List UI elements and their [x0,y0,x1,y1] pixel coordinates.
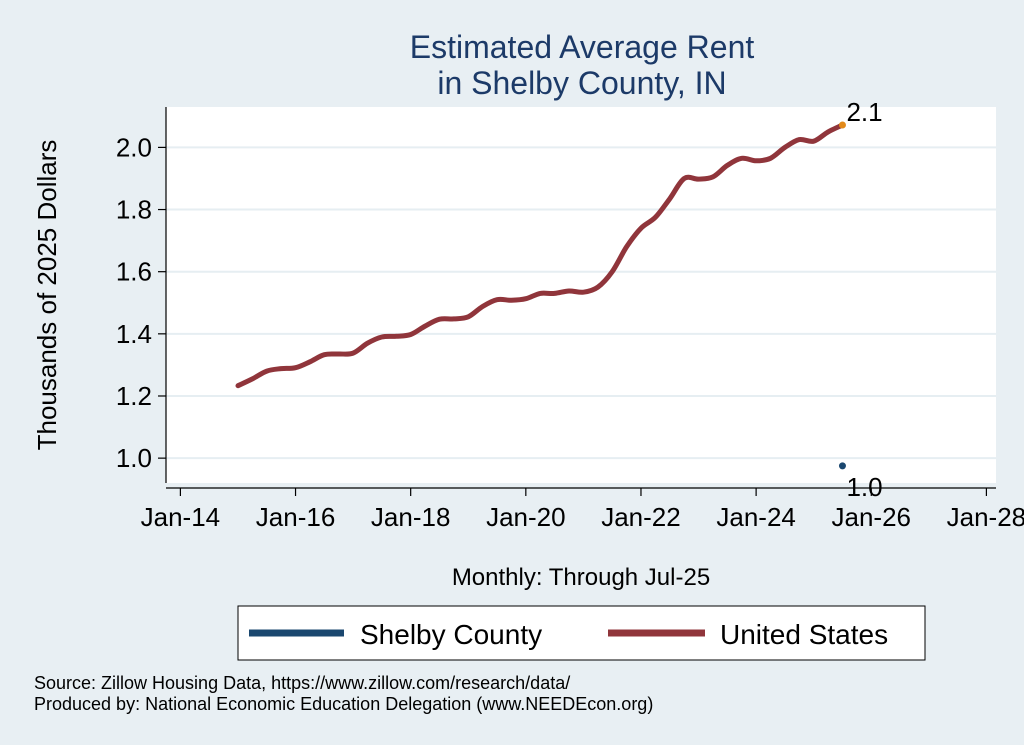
legend: Shelby County United States [237,605,926,661]
x-axis-ticks: Jan-14 Jan-16 Jan-18 Jan-20 Jan-22 Jan-24 Jan-… [141,488,1024,532]
y-axis-title: Thousands of 2025 Dollars [32,140,62,451]
legend-label-shelby-county: Shelby County [360,619,542,650]
chart-subtitle: in Shelby County, IN [437,65,726,101]
x-tick-label: Jan-16 [256,502,336,532]
produced-by-note: Produced by: National Economic Education… [34,694,653,714]
x-tick-label: Jan-20 [486,502,566,532]
source-note: Source: Zillow Housing Data, https://www… [34,673,570,693]
y-axis-ticks: 1.0 1.2 1.4 1.6 1.8 2.0 [116,132,166,473]
x-tick-label: Jan-14 [141,502,221,532]
x-tick-label: Jan-18 [371,502,451,532]
x-tick-label: Jan-22 [601,502,681,532]
plot-area [166,107,996,483]
series-line-united-states [235,122,845,389]
x-axis-title: Monthly: Through Jul-25 [452,564,710,591]
y-tick-label: 1.4 [116,319,152,349]
series-layer: 2.1 1.0 [235,97,883,502]
end-marker-united-states [838,121,846,129]
y-tick-label: 2.0 [116,132,152,162]
x-tick-label: Jan-28 [947,502,1024,532]
y-tick-label: 1.8 [116,195,152,225]
y-tick-label: 1.2 [116,381,152,411]
end-value-label-united-states: 2.1 [846,97,882,127]
end-value-label-shelby-county: 1.0 [846,472,882,502]
gridlines [166,146,996,460]
x-tick-label: Jan-26 [832,502,912,532]
legend-box [237,605,926,661]
y-tick-label: 1.6 [116,257,152,287]
chart-title: Estimated Average Rent [410,29,755,65]
legend-label-united-states: United States [720,619,888,650]
x-tick-label: Jan-24 [716,502,796,532]
point-shelby-county [838,462,846,470]
y-tick-label: 1.0 [116,443,152,473]
